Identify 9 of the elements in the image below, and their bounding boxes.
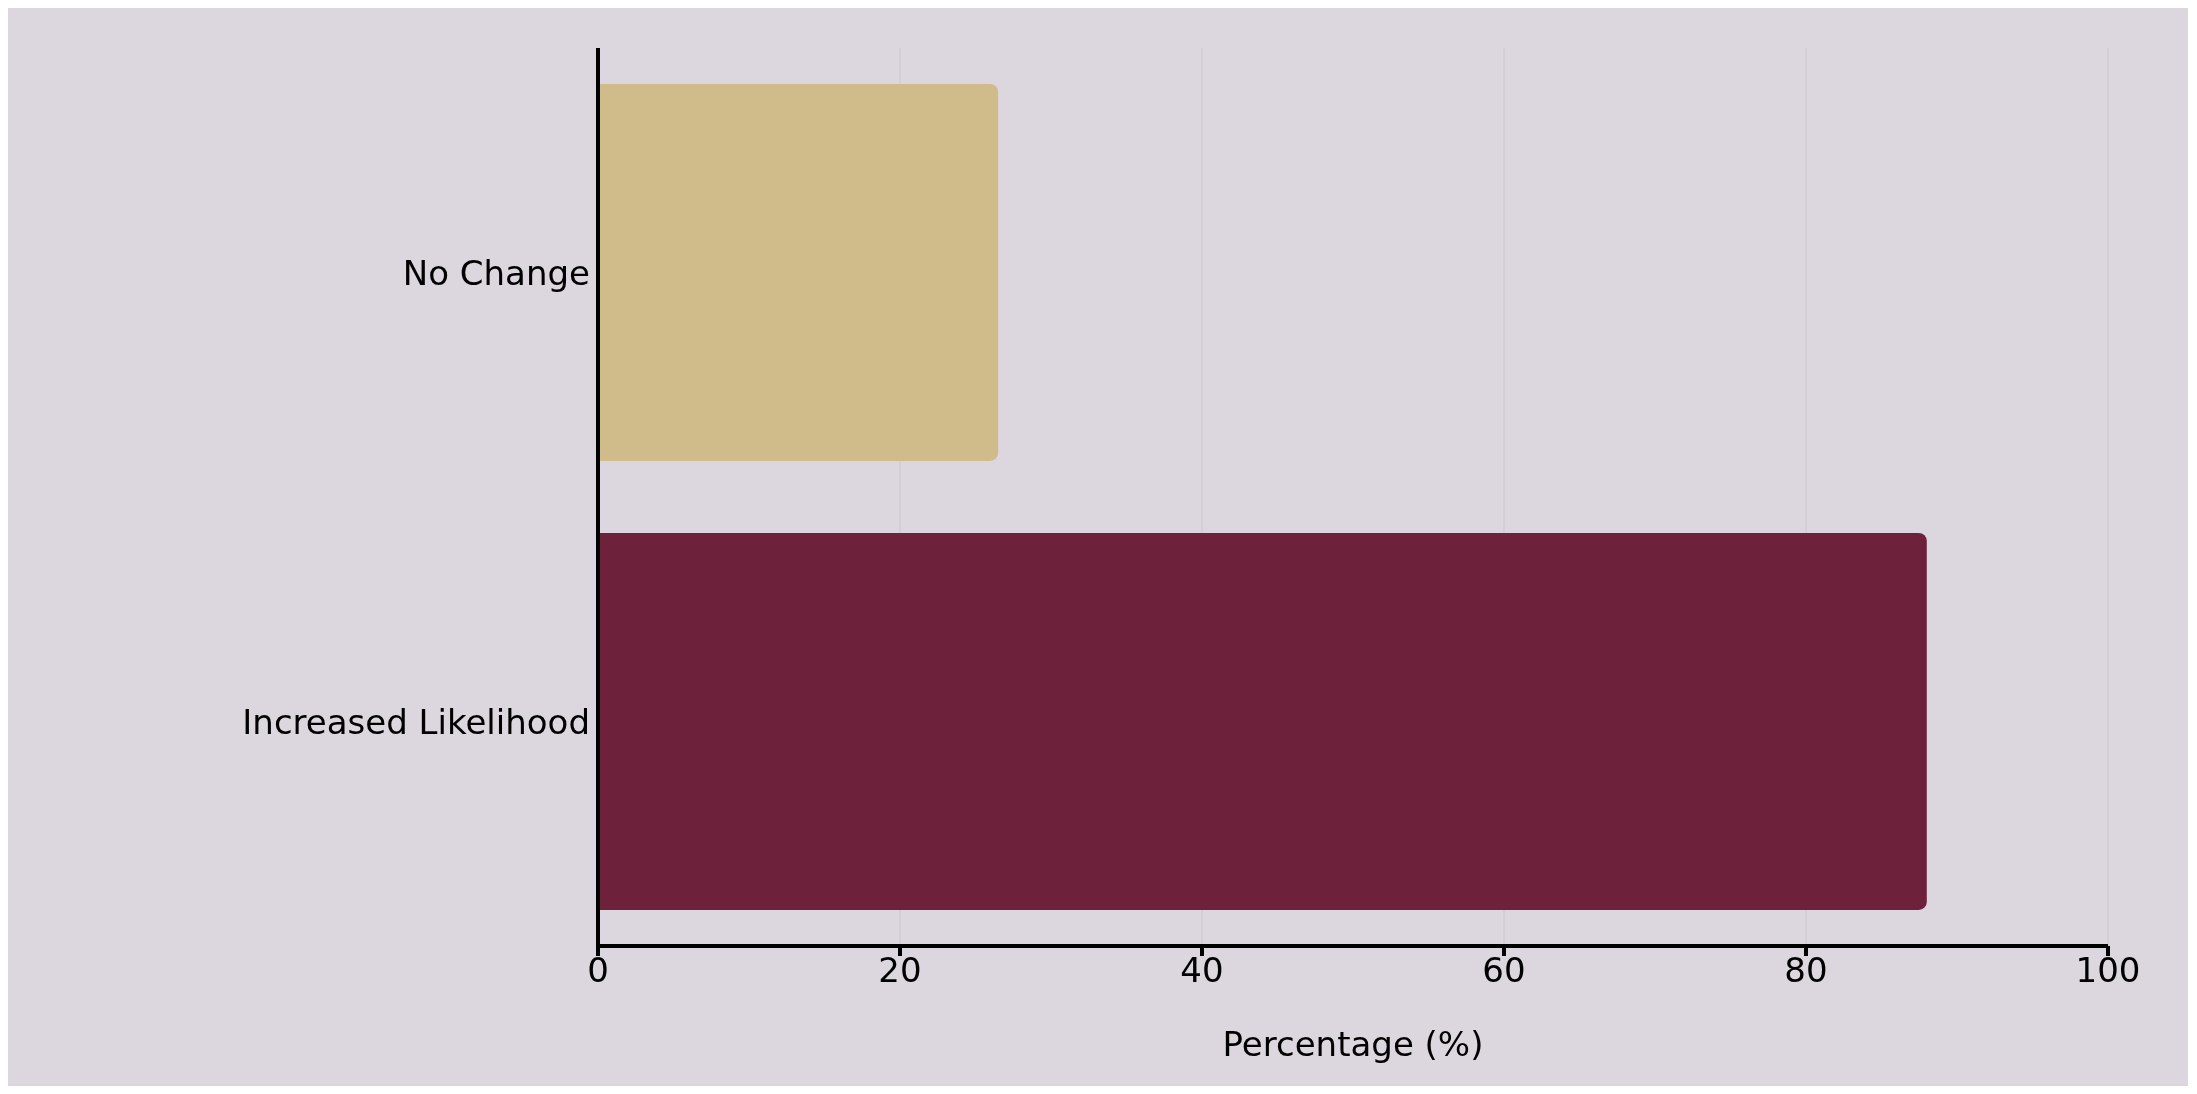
- y-tick-label: No Change: [402, 252, 590, 293]
- x-axis-title: Percentage (%): [1222, 1024, 1484, 1064]
- x-tick-label: 20: [878, 950, 922, 991]
- x-tick-label: 60: [1482, 950, 1526, 991]
- x-tick-label: 0: [587, 950, 609, 991]
- x-tick-label: 80: [1784, 950, 1828, 991]
- y-tick-label: Increased Likelihood: [242, 701, 590, 742]
- x-tick-label: 40: [1180, 950, 1224, 991]
- x-tick-label: 100: [2075, 950, 2141, 991]
